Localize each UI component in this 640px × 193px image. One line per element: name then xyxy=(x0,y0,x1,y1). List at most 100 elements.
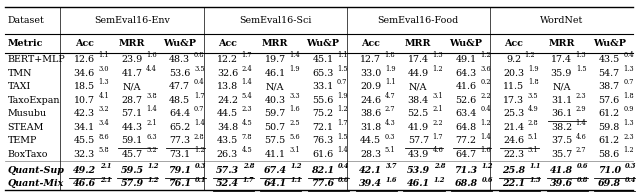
Text: 0.3: 0.3 xyxy=(625,162,636,170)
Text: 20.9: 20.9 xyxy=(360,82,381,91)
Text: 52.5: 52.5 xyxy=(408,109,429,118)
Text: 59.7: 59.7 xyxy=(264,109,286,118)
Text: 49.1: 49.1 xyxy=(456,55,477,64)
Text: 2.2: 2.2 xyxy=(480,92,491,100)
Text: 3.5: 3.5 xyxy=(528,92,538,100)
Text: 28.7: 28.7 xyxy=(122,96,143,105)
Text: 0.8: 0.8 xyxy=(577,176,588,184)
Text: 65.3: 65.3 xyxy=(312,69,333,78)
Text: 32.6: 32.6 xyxy=(217,69,238,78)
Text: 46.1: 46.1 xyxy=(407,179,430,188)
Text: 5.8: 5.8 xyxy=(99,146,109,154)
Text: 0.1: 0.1 xyxy=(195,176,207,184)
Text: 1.2: 1.2 xyxy=(623,146,634,154)
Text: 0.7: 0.7 xyxy=(337,79,348,86)
Text: 19.7: 19.7 xyxy=(264,55,285,64)
Text: 1.2: 1.2 xyxy=(524,52,534,59)
Text: 1.3: 1.3 xyxy=(623,119,634,127)
Text: 59.5: 59.5 xyxy=(120,166,143,175)
Text: 57.6: 57.6 xyxy=(598,96,620,105)
Text: 11.5: 11.5 xyxy=(503,82,524,91)
Text: BoxTaxo: BoxTaxo xyxy=(8,150,48,158)
Text: 61.6: 61.6 xyxy=(312,150,333,158)
Text: 1.2: 1.2 xyxy=(434,176,445,184)
Text: 1.2: 1.2 xyxy=(194,146,205,154)
Text: 2.5: 2.5 xyxy=(289,119,300,127)
Text: 1.9: 1.9 xyxy=(337,92,348,100)
Text: 1.8: 1.8 xyxy=(385,52,396,59)
Text: 1.5: 1.5 xyxy=(337,133,348,141)
Text: 25.8: 25.8 xyxy=(502,166,525,175)
Text: Acc: Acc xyxy=(75,39,93,48)
Text: 1.6: 1.6 xyxy=(386,176,397,184)
Text: 26.3: 26.3 xyxy=(217,150,238,158)
Text: 3.1: 3.1 xyxy=(433,92,443,100)
Text: 35.7: 35.7 xyxy=(551,150,572,158)
Text: 1.4: 1.4 xyxy=(146,106,157,113)
Text: MRR: MRR xyxy=(548,39,575,48)
Text: 42.3: 42.3 xyxy=(74,109,95,118)
Text: 1.1: 1.1 xyxy=(99,52,109,59)
Text: 0.3: 0.3 xyxy=(195,162,207,170)
Text: 9.2: 9.2 xyxy=(506,55,521,64)
Text: Musubu: Musubu xyxy=(8,109,47,118)
Text: 34.6: 34.6 xyxy=(74,69,95,78)
Text: 2.3: 2.3 xyxy=(241,106,252,113)
Text: 0.4: 0.4 xyxy=(625,176,636,184)
Text: 72.1: 72.1 xyxy=(312,123,333,132)
Text: 0.4: 0.4 xyxy=(339,162,350,170)
Text: 79.1: 79.1 xyxy=(168,166,191,175)
Text: 1.3: 1.3 xyxy=(623,65,634,73)
Text: 46.1: 46.1 xyxy=(264,69,285,78)
Text: 31.8: 31.8 xyxy=(360,123,381,132)
Text: 4.1: 4.1 xyxy=(99,92,109,100)
Text: 57.3: 57.3 xyxy=(216,166,239,175)
Text: 1.3: 1.3 xyxy=(529,176,541,184)
Text: 1.2: 1.2 xyxy=(480,52,491,59)
Text: 43.9: 43.9 xyxy=(408,150,429,158)
Text: 1.1: 1.1 xyxy=(291,176,302,184)
Text: 2.8: 2.8 xyxy=(528,119,538,127)
Text: TaxoExpan: TaxoExpan xyxy=(8,96,60,105)
Text: 1.6: 1.6 xyxy=(146,52,157,59)
Text: 38.6: 38.6 xyxy=(360,109,381,118)
Text: 38.7: 38.7 xyxy=(598,82,620,91)
Text: 17.4: 17.4 xyxy=(551,55,572,64)
Text: 1.6: 1.6 xyxy=(289,106,300,113)
Text: 33.0: 33.0 xyxy=(360,69,381,78)
Text: 2.9: 2.9 xyxy=(575,106,586,113)
Text: 58.6: 58.6 xyxy=(598,150,620,158)
Text: 0.3: 0.3 xyxy=(385,133,396,141)
Text: MRR: MRR xyxy=(405,39,431,48)
Text: 4.5: 4.5 xyxy=(241,119,252,127)
Text: 0.7: 0.7 xyxy=(623,79,634,86)
Text: 0.6: 0.6 xyxy=(577,162,588,170)
Text: 17.3: 17.3 xyxy=(503,96,524,105)
Text: WordNet: WordNet xyxy=(540,16,583,25)
Text: 2.8: 2.8 xyxy=(243,162,254,170)
Text: BERT+MLP: BERT+MLP xyxy=(8,55,65,64)
Text: 0.2: 0.2 xyxy=(480,79,491,86)
Text: 59.8: 59.8 xyxy=(598,123,620,132)
Text: 1.1: 1.1 xyxy=(385,79,396,86)
Text: Acc: Acc xyxy=(361,39,380,48)
Text: 17.4: 17.4 xyxy=(408,55,429,64)
Text: 0.4: 0.4 xyxy=(623,52,634,59)
Text: 76.1: 76.1 xyxy=(168,179,191,188)
Text: 1.5: 1.5 xyxy=(576,65,586,73)
Text: 53.9: 53.9 xyxy=(407,166,430,175)
Text: 64.4: 64.4 xyxy=(169,109,190,118)
Text: 1.7: 1.7 xyxy=(194,92,204,100)
Text: 40.3: 40.3 xyxy=(264,96,285,105)
Text: 5.1: 5.1 xyxy=(528,133,538,141)
Text: Metric: Metric xyxy=(8,39,43,48)
Text: 1.9: 1.9 xyxy=(528,65,538,73)
Text: 57.7: 57.7 xyxy=(408,136,429,145)
Text: 31.1: 31.1 xyxy=(551,96,572,105)
Text: 4.6: 4.6 xyxy=(575,133,586,141)
Text: Quant-Mix: Quant-Mix xyxy=(8,179,64,188)
Text: 77.2: 77.2 xyxy=(456,136,477,145)
Text: 1.9: 1.9 xyxy=(289,65,300,73)
Text: 3.1: 3.1 xyxy=(289,146,300,154)
Text: 3.7: 3.7 xyxy=(386,162,397,170)
